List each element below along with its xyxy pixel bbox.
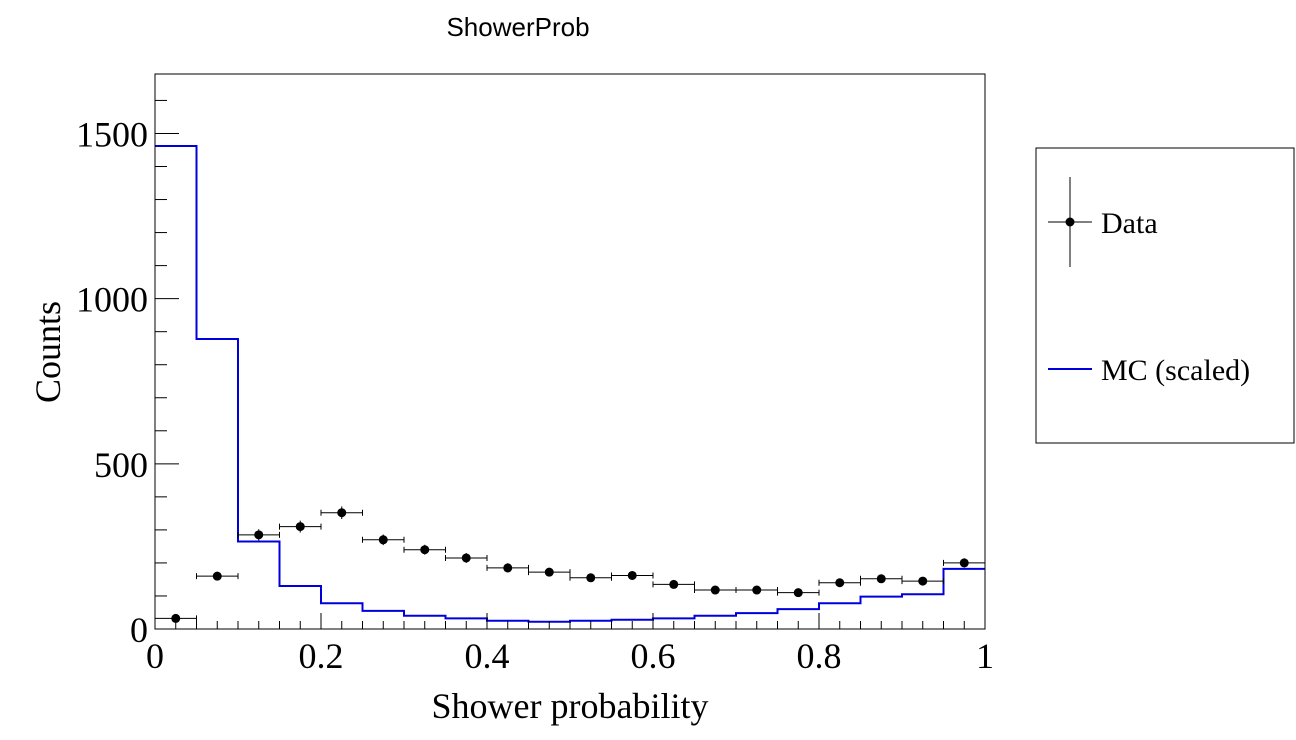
legend-data-marker [1065, 217, 1075, 227]
x-tick-label: 0 [146, 636, 164, 676]
data-point [528, 567, 571, 577]
data-point [196, 571, 239, 581]
data-marker [212, 571, 222, 581]
data-point [569, 573, 612, 583]
x-tick-label: 1 [976, 636, 994, 676]
x-tick-label: 0.6 [631, 636, 676, 676]
data-point [362, 534, 405, 546]
data-marker [959, 558, 969, 568]
data-marker [295, 522, 305, 532]
legend-label-data: Data [1101, 207, 1158, 240]
y-tick-label: 1000 [76, 280, 148, 320]
data-point [652, 579, 695, 589]
data-marker [171, 613, 181, 623]
data-marker [378, 535, 388, 545]
data-marker [669, 579, 679, 589]
data-marker [254, 530, 264, 540]
data-point [154, 613, 197, 623]
data-marker [337, 508, 347, 518]
legend-box [1035, 147, 1295, 444]
legend-label-mc: MC (scaled) [1101, 354, 1250, 387]
data-marker [461, 553, 471, 563]
data-marker [420, 545, 430, 555]
data-point [777, 588, 820, 598]
x-tick-label: 0.4 [465, 636, 510, 676]
data-point [694, 585, 737, 595]
x-tick-label: 0.8 [797, 636, 842, 676]
y-axis: 0 500 1000 1500 [76, 74, 179, 650]
data-point [279, 520, 322, 533]
data-point [735, 585, 778, 595]
data-point [901, 576, 944, 586]
data-series-layer [154, 506, 986, 623]
data-marker [586, 573, 596, 583]
x-axis: 0 0.2 0.4 0.6 0.8 1 [146, 613, 994, 676]
data-marker [544, 567, 554, 577]
mc-step-line [155, 145, 985, 623]
legend-entry-mc: MC (scaled) [1048, 354, 1250, 387]
data-point [320, 506, 363, 519]
mc-series-layer [155, 145, 985, 623]
data-point [486, 563, 529, 573]
data-marker [503, 563, 513, 573]
y-tick-label: 500 [94, 445, 148, 485]
y-tick-label: 0 [130, 610, 148, 650]
y-axis-label: Counts [28, 301, 68, 403]
data-marker [918, 576, 928, 586]
x-axis-label: Shower probability [432, 686, 709, 726]
data-marker [752, 585, 762, 595]
data-point [445, 553, 488, 563]
data-marker [876, 574, 886, 584]
data-point [818, 578, 861, 588]
chart-title: ShowerProb [446, 12, 589, 42]
data-point [943, 558, 986, 568]
data-point [860, 574, 903, 584]
data-point [403, 544, 446, 555]
data-point [611, 570, 654, 580]
y-tick-label: 1500 [76, 114, 148, 154]
legend-entry-data: Data [1048, 177, 1158, 267]
data-marker [835, 578, 845, 588]
data-marker [793, 588, 803, 598]
data-marker [710, 585, 720, 595]
x-tick-label: 0.2 [299, 636, 344, 676]
data-point [237, 529, 280, 541]
data-marker [627, 570, 637, 580]
legend: Data MC (scaled) [1035, 147, 1295, 444]
